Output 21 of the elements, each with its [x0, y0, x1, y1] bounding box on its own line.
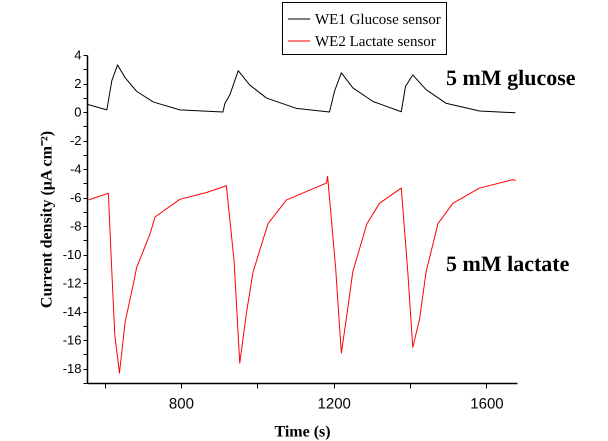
y-tick-label: -18	[62, 361, 82, 376]
y-tick-label: -16	[62, 332, 82, 348]
legend-label: WE1 Glucose sensor	[315, 12, 441, 28]
legend-label: WE2 Lactate sensor	[315, 34, 436, 50]
y-tick-label: -12	[62, 276, 82, 291]
y-tick-label: -8	[70, 218, 82, 234]
y-axis-title: Current density (μA cm⁻²)	[38, 130, 56, 308]
y-tick-label: -2	[70, 133, 82, 148]
x-tick-label: 1200	[318, 396, 351, 412]
y-tick-label: -14	[62, 304, 82, 320]
y-tick-label: 0	[74, 104, 82, 120]
x-tick-label: 800	[168, 396, 194, 412]
y-tick-label: -10	[62, 247, 82, 262]
x-axis-title: Time (s)	[274, 424, 331, 440]
y-tick-label: -6	[70, 190, 82, 206]
x-tick-label: 1600	[470, 396, 504, 412]
y-tick-label: 4	[74, 48, 82, 62]
y-tick-label: 2	[74, 76, 82, 92]
y-tick-label: -4	[70, 162, 82, 177]
annotation: 5 mM glucose	[446, 65, 576, 90]
annotation: 5 mM lactate	[446, 251, 570, 276]
